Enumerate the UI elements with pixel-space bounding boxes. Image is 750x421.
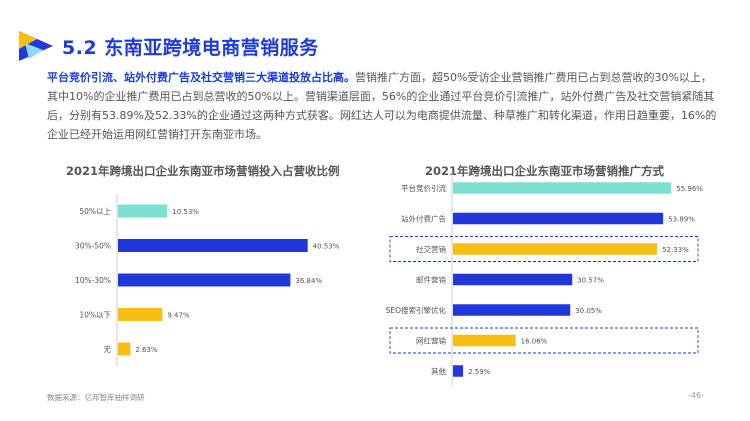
chart1-category-label: 站外付费广告 <box>401 214 446 224</box>
chart1-bar <box>453 243 658 255</box>
right-chart-title: 2021年跨境出口企业东南亚市场营销推广方式 <box>425 164 665 178</box>
chart0-value-label: 2.63% <box>135 346 158 354</box>
chart0-bar <box>118 273 291 287</box>
chart1-value-label: 52.33% <box>662 246 689 254</box>
chart1-highlight-box <box>389 327 699 354</box>
chart0-category-label: 10%-30% <box>75 276 111 285</box>
chart1-bar <box>453 273 573 286</box>
summary-paragraph: 平台竞价引流、站外付费广告及社交营销三大渠道投放占比高。营销推广方面，超50%受… <box>47 68 719 144</box>
chart1-value-label: 16.06% <box>521 338 548 346</box>
page-number: -46- <box>688 391 704 400</box>
chart0-value-label: 10.53% <box>172 208 199 216</box>
chart0-bar <box>118 342 131 356</box>
summary-text: 营销推广方面，超50%受访企业营销推广费用已占到总营收的30%以上，其中10%的… <box>47 71 717 141</box>
chart1-value-label: 30.05% <box>575 307 602 315</box>
chart0-bar <box>118 239 308 252</box>
chart0-value-label: 40.53% <box>313 243 340 251</box>
chart1-category-label: 社交营销 <box>416 244 446 254</box>
source-note: 数据来源：亿邦智库抽样调研 <box>47 393 145 402</box>
chart1-bar <box>453 212 664 225</box>
chart0-category-label: 无 <box>104 345 112 354</box>
chart1-bar <box>453 182 672 194</box>
brand-logo-icon <box>19 31 53 61</box>
chart1-value-label: 30.57% <box>577 277 604 285</box>
chart1-bar <box>453 334 516 347</box>
chart1-category-label: SEO搜索引擎优化 <box>386 305 447 315</box>
chart1-bar <box>453 304 571 316</box>
chart1-value-label: 53.89% <box>668 216 695 224</box>
chart0-value-label: 9.47% <box>167 312 190 320</box>
chart1-value-label: 55.96% <box>676 185 703 193</box>
chart1-category-label: 网红营销 <box>416 336 446 346</box>
chart0-value-label: 36.84% <box>295 277 322 285</box>
chart1-category-label: 其他 <box>431 366 446 376</box>
chart1-highlight-box <box>389 236 699 262</box>
chart0-category-label: 10%以下 <box>79 311 111 320</box>
chart1-bar <box>453 365 464 377</box>
chart1-category-label: 邮件营销 <box>416 275 446 285</box>
summary-highlight: 平台竞价引流、站外付费广告及社交营销三大渠道投放占比高。 <box>47 71 355 84</box>
chart0-bar <box>118 204 168 218</box>
chart1-category-label: 平台竞价引流 <box>401 183 446 193</box>
left-chart-title: 2021年跨境出口企业东南亚市场营销投入占营收比例 <box>66 164 340 178</box>
chart1-value-label: 2.59% <box>468 368 491 376</box>
page-title: 5.2 东南亚跨境电商营销服务 <box>62 37 319 59</box>
chart0-bar <box>118 308 163 321</box>
chart0-category-label: 30%-50% <box>75 242 111 251</box>
chart0-category-label: 50%以上 <box>79 207 111 216</box>
